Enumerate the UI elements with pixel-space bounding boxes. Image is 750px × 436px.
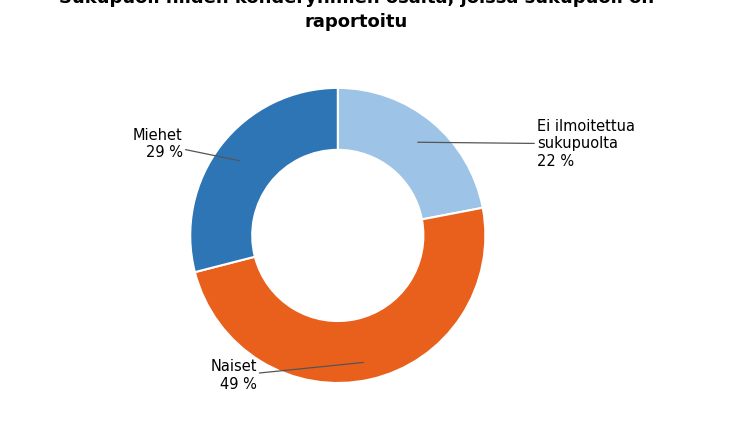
Wedge shape — [195, 208, 485, 383]
Title: Sukupuoli niiden kohderyhmien osalta, joissa sukupuoli on
raportoitu: Sukupuoli niiden kohderyhmien osalta, jo… — [58, 0, 654, 31]
Text: Ei ilmoitettua
sukupuolta
22 %: Ei ilmoitettua sukupuolta 22 % — [418, 119, 635, 169]
Wedge shape — [338, 88, 483, 219]
Wedge shape — [190, 88, 338, 272]
Text: Miehet
29 %: Miehet 29 % — [133, 128, 239, 161]
Text: Naiset
49 %: Naiset 49 % — [210, 359, 363, 392]
